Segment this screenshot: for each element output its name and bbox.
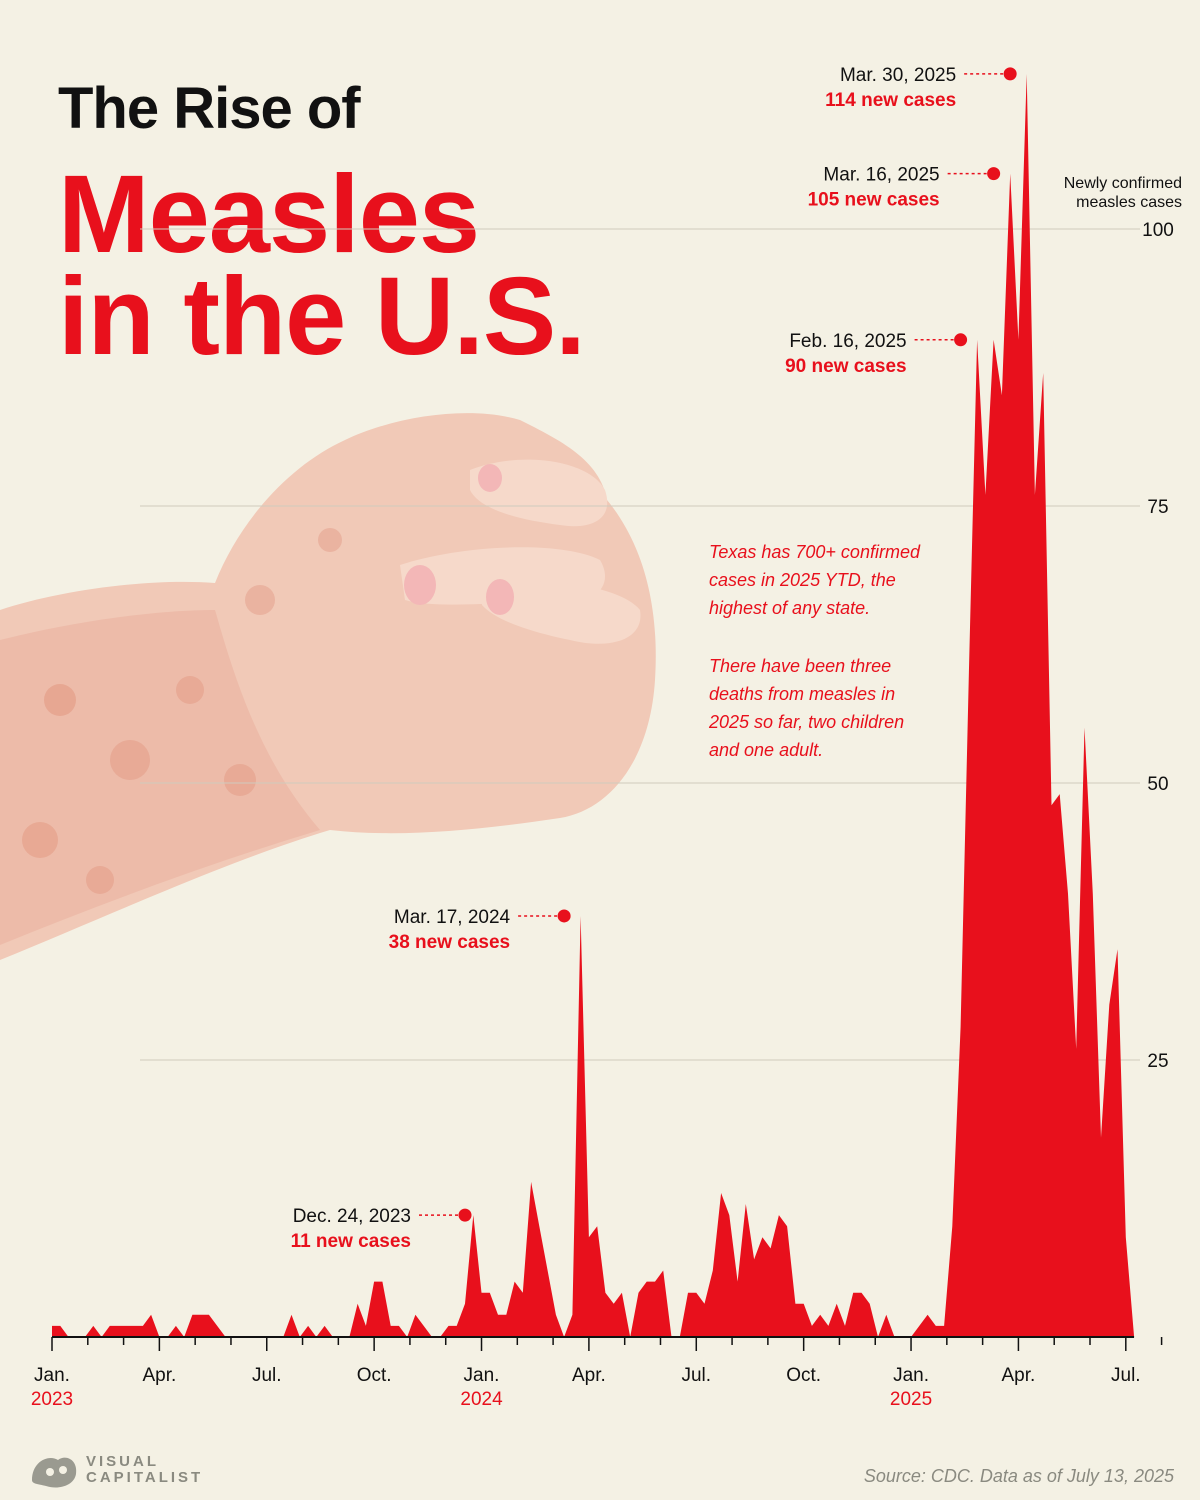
- x-tick-label: Jan.: [464, 1365, 500, 1386]
- x-tick-label: Oct.: [357, 1365, 392, 1386]
- annotation-dot: [954, 333, 968, 347]
- x-tick-label: Apr.: [572, 1365, 606, 1386]
- annotation-dot: [1003, 67, 1017, 81]
- hand-illustration: [0, 413, 656, 960]
- annotation-date: Dec. 24, 2023: [293, 1206, 411, 1227]
- x-tick-label: Jul.: [252, 1365, 282, 1386]
- x-tick-label: Jan.: [893, 1365, 929, 1386]
- annotation-value: 114 new cases: [825, 90, 956, 111]
- x-tick-label: Jul.: [1111, 1365, 1141, 1386]
- x-tick-label: Jan.: [34, 1365, 70, 1386]
- annotation-dot: [987, 167, 1001, 181]
- x-tick-label: Apr.: [1002, 1365, 1036, 1386]
- title-line-1: The Rise of: [58, 76, 361, 141]
- annotation-date: Feb. 16, 2025: [789, 331, 906, 352]
- annotation-date: Mar. 30, 2025: [840, 65, 956, 86]
- x-year-label: 2024: [460, 1389, 503, 1410]
- texas-note: Texas has 700+ confirmed cases in 2025 Y…: [709, 542, 920, 618]
- x-tick-label: Apr.: [142, 1365, 176, 1386]
- y-tick-label: 50: [1147, 774, 1168, 795]
- y-tick-label: 75: [1147, 497, 1168, 518]
- annotation-value: 38 new cases: [389, 932, 510, 953]
- brand-line-1: VISUAL: [86, 1453, 160, 1470]
- x-tick-label: Oct.: [786, 1365, 821, 1386]
- annotation-value: 90 new cases: [785, 356, 906, 377]
- annotation-dot: [458, 1208, 472, 1222]
- annotation-date: Mar. 16, 2025: [823, 165, 939, 186]
- brand-line-2: CAPITALIST: [86, 1468, 204, 1486]
- x-year-label: 2023: [31, 1389, 73, 1410]
- visual-capitalist-logo: VISUAL CAPITALIST: [28, 1448, 228, 1492]
- annotation-value: 11 new cases: [291, 1231, 411, 1252]
- y-axis-title: Newly confirmed: [1064, 175, 1182, 192]
- cases-area-series: [52, 73, 1135, 1337]
- y-axis-title-2: measles cases: [1076, 194, 1182, 211]
- y-tick-label: 25: [1147, 1051, 1168, 1072]
- deaths-note: There have been three deaths from measle…: [709, 656, 905, 760]
- x-year-label: 2025: [890, 1389, 932, 1410]
- brand-mark-icon: [32, 1457, 77, 1488]
- x-tick-label: Jul.: [681, 1365, 711, 1386]
- y-tick-label: 100: [1142, 220, 1174, 241]
- title-line-3: in the U.S.: [58, 255, 586, 378]
- annotation-date: Mar. 17, 2024: [394, 907, 511, 928]
- source-note: Source: CDC. Data as of July 13, 2025: [863, 1466, 1174, 1486]
- annotation-dot: [557, 909, 571, 923]
- annotation-value: 105 new cases: [808, 190, 940, 211]
- title-line-2: Measles: [58, 153, 480, 276]
